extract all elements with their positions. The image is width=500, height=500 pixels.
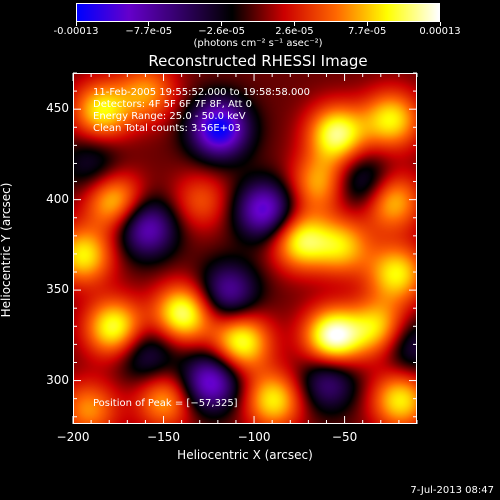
- y-tick-label: 350: [46, 282, 69, 297]
- x-tick-label: −200: [56, 430, 90, 444]
- colorbar-units: (photons cm⁻² s⁻¹ asec⁻²): [193, 38, 323, 49]
- colorbar-tick-label: −2.6e-05: [198, 26, 245, 37]
- colorbar-tick-label: 0.00013: [419, 26, 461, 37]
- annotation-detectors: Detectors: 4F 5F 6F 7F 8F, Att 0: [93, 99, 253, 110]
- y-axis-label: Heliocentric Y (arcsec): [0, 182, 13, 318]
- annotation-peak-position: Position of Peak = [−57,325]: [93, 398, 238, 409]
- y-tick-label: 450: [46, 101, 69, 116]
- annotation-energy-range: Energy Range: 25.0 - 50.0 keV: [93, 111, 246, 122]
- x-tick-label: −50: [331, 430, 358, 444]
- colorbar-tick: [148, 22, 150, 26]
- colorbar: [76, 3, 440, 22]
- heatmap-image: [74, 74, 416, 423]
- x-tick-label: −100: [237, 430, 271, 444]
- x-axis-label: Heliocentric X (arcsec): [177, 448, 313, 462]
- colorbar-tick: [293, 22, 295, 26]
- colorbar-tick-label: -0.00013: [53, 26, 99, 37]
- colorbar-tick: [366, 22, 368, 26]
- colorbar-tick-label: 7.7e-05: [347, 26, 387, 37]
- timestamp: 7-Jul-2013 08:47: [410, 485, 494, 496]
- plot-area: [73, 73, 417, 424]
- chart-title: Reconstructed RHESSI Image: [148, 52, 368, 70]
- y-tick-label: 400: [46, 191, 69, 206]
- annotation-clean-counts: Clean Total counts: 3.56E+03: [93, 123, 241, 134]
- colorbar-tick: [221, 22, 223, 26]
- y-tick-label: 300: [46, 372, 69, 387]
- x-tick-label: −150: [147, 430, 180, 444]
- colorbar-tick-label: 2.6e-05: [275, 26, 314, 37]
- colorbar-tick: [439, 22, 441, 26]
- annotation-time-range: 11-Feb-2005 19:55:52.000 to 19:58:58.000: [93, 87, 311, 98]
- colorbar-tick-label: −7.7e-05: [125, 26, 173, 37]
- colorbar-tick: [75, 22, 77, 26]
